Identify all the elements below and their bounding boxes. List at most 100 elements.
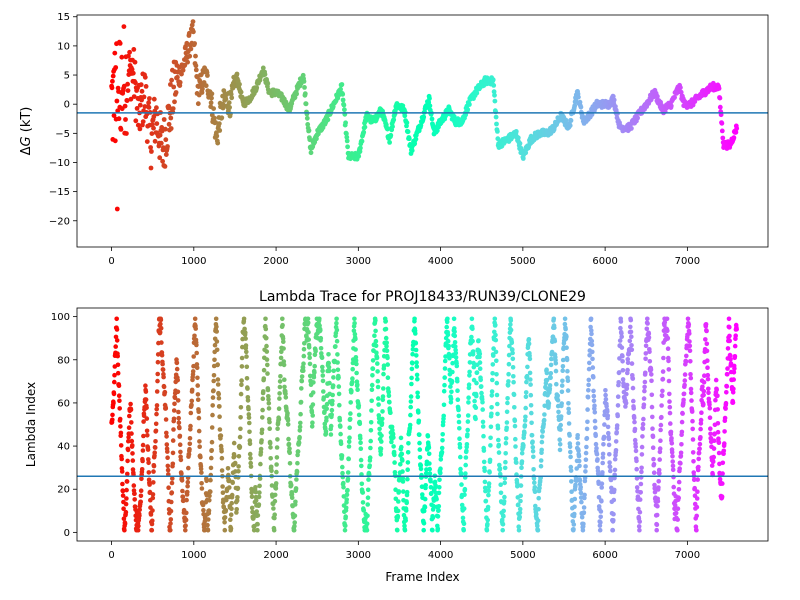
dg-point — [193, 67, 199, 73]
dg-point — [131, 47, 137, 52]
dg-point — [340, 91, 346, 97]
lambda-point — [384, 344, 389, 349]
lambda-point — [571, 522, 577, 527]
lambda-point — [727, 353, 733, 358]
dg-point — [208, 100, 214, 106]
lambda-point — [474, 380, 479, 386]
lambda-point — [364, 521, 370, 527]
lambda-point — [336, 391, 342, 397]
dg-point — [429, 116, 435, 122]
lambda-point — [631, 415, 637, 421]
lambda-point — [562, 321, 568, 327]
lambda-point — [467, 360, 473, 365]
lambda-point — [272, 512, 278, 517]
lambda-point — [527, 356, 533, 362]
lambda-point — [571, 527, 576, 532]
lambda-point — [456, 407, 461, 413]
lambda-point — [667, 399, 672, 404]
lambda-point — [153, 439, 158, 444]
lambda-point — [306, 337, 312, 342]
lambda-point — [513, 456, 519, 462]
dg-point — [611, 97, 617, 103]
lambda-point — [110, 417, 115, 423]
lambda-point — [620, 368, 626, 373]
lambda-point — [239, 378, 244, 383]
lambda-point — [490, 362, 496, 367]
lambda-point — [279, 349, 284, 355]
lambda-point — [687, 343, 693, 349]
lambda-point — [286, 441, 292, 447]
lambda-point — [199, 486, 205, 491]
lambda-point — [375, 361, 380, 366]
lambda-point — [392, 460, 397, 465]
lambda-point — [401, 489, 406, 494]
lambda-point — [720, 460, 726, 466]
dg-point — [182, 62, 188, 68]
lambda-point — [449, 379, 455, 384]
dg-point — [717, 104, 723, 110]
lambda-point — [172, 401, 177, 407]
lambda-point — [128, 407, 134, 413]
lambda-point — [582, 492, 587, 498]
dg-point — [148, 165, 154, 171]
lambda-point — [253, 489, 258, 495]
lambda-point — [138, 488, 144, 494]
lambda-point — [150, 492, 156, 497]
lambda-point — [608, 477, 614, 483]
lambda-point — [355, 382, 360, 388]
lambda-point — [334, 316, 339, 322]
lambda-point — [572, 496, 578, 502]
lambda-point — [646, 335, 652, 340]
dg-point — [306, 128, 312, 134]
lambda-point — [565, 378, 571, 384]
lambda-point — [599, 481, 605, 487]
lambda-point — [330, 383, 336, 388]
lambda-point — [132, 497, 137, 502]
lambda-point — [499, 517, 505, 523]
lambda-point — [613, 448, 619, 453]
dg-point — [577, 99, 583, 105]
lambda-point — [645, 321, 650, 326]
lambda-point — [620, 377, 626, 382]
lambda-point — [498, 482, 504, 488]
lambda-point — [265, 387, 271, 393]
lambda-point — [124, 496, 129, 501]
lambda-point — [512, 405, 517, 410]
lambda-point — [346, 456, 352, 462]
lambda-point — [587, 353, 592, 358]
lambda-point — [257, 483, 262, 489]
lambda-point — [497, 466, 503, 471]
lambda-point — [266, 397, 271, 402]
lambda-point — [607, 452, 612, 457]
dg-point — [467, 102, 472, 107]
lambda-point — [450, 369, 455, 375]
lambda-point — [215, 382, 221, 387]
x-tick-label: 5000 — [510, 256, 535, 267]
lambda-point — [614, 430, 619, 435]
lambda-point — [696, 456, 701, 462]
lambda-point — [171, 416, 177, 422]
lambda-point — [275, 437, 280, 442]
lambda-point — [728, 361, 734, 366]
lambda-point — [277, 391, 282, 396]
lambda-point — [469, 316, 475, 322]
dg-point — [147, 96, 152, 101]
lambda-point — [340, 464, 345, 470]
lambda-point — [297, 434, 302, 440]
dg-point — [465, 107, 471, 112]
lambda-point — [321, 389, 326, 394]
lambda-point — [379, 439, 384, 444]
lambda-point — [558, 427, 563, 432]
lambda-point — [232, 453, 237, 459]
lambda-point — [655, 503, 660, 509]
dg-point — [301, 79, 307, 84]
lambda-point — [657, 446, 663, 451]
lambda-point — [123, 501, 129, 507]
lambda-point — [539, 439, 545, 445]
lambda-point — [461, 521, 467, 526]
lambda-point — [432, 479, 438, 485]
lambda-point — [118, 424, 123, 429]
lambda-point — [694, 527, 699, 533]
lambda-point — [493, 322, 498, 328]
lambda-point — [400, 458, 405, 463]
